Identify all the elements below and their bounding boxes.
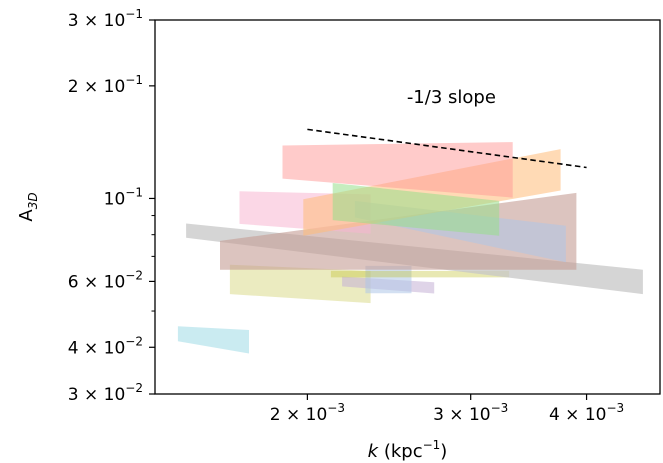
y-tick-mantissa: 6 × 10 <box>68 272 126 292</box>
y-axis-title: A3D <box>16 192 40 221</box>
y-tick-exponent: −2 <box>125 268 143 282</box>
plot-frame <box>154 19 661 395</box>
y-axis-subscript: 3D <box>26 192 40 209</box>
annotation-group: -1/3 slope <box>407 87 496 108</box>
y-tick-exponent: −1 <box>125 185 143 199</box>
x-tick-exponent: −3 <box>606 401 624 415</box>
y-tick-exponent: −1 <box>125 7 143 21</box>
x-tick-mantissa: 4 × 10 <box>549 405 607 425</box>
x-axis-unit-exponent: −1 <box>423 438 441 452</box>
y-tick-exponent: −1 <box>125 73 143 87</box>
data-band-5 <box>330 270 510 278</box>
slope-annotation: -1/3 slope <box>407 87 496 108</box>
y-tick-mantissa: 3 × 10 <box>68 11 126 31</box>
y-tick-label-4: 6 × 10−2 <box>68 268 143 292</box>
x-tick-mantissa: 3 × 10 <box>433 405 491 425</box>
y-tick-label-6: 3 × 10−2 <box>68 381 143 405</box>
data-band-12 <box>282 142 513 198</box>
data-band-2 <box>229 264 371 304</box>
y-tick-label-1: 3 × 10−1 <box>68 7 143 31</box>
x-axis-unit: (kpc <box>378 441 423 462</box>
y-tick-label-5: 4 × 10−2 <box>68 334 143 358</box>
x-tick-label-1: 2 × 10−3 <box>270 401 345 425</box>
x-tick-mantissa: 2 × 10 <box>270 405 328 425</box>
x-tick-exponent: −3 <box>327 401 345 415</box>
data-band-1 <box>177 326 249 354</box>
reference-slope-line <box>307 128 587 169</box>
y-tick-mantissa: 2 × 10 <box>68 77 126 97</box>
band-group <box>177 142 643 354</box>
x-tick-label-3: 4 × 10−3 <box>549 401 624 425</box>
axes-group: 3 × 10−12 × 10−110−16 × 10−24 × 10−23 × … <box>16 7 661 462</box>
data-band-11 <box>332 183 500 236</box>
x-axis-title: k (kpc−1) <box>368 438 448 462</box>
y-tick-exponent: −2 <box>125 334 143 348</box>
y-tick-mantissa: 10 <box>104 189 126 209</box>
data-band-4 <box>365 265 412 294</box>
y-axis-symbol: A <box>16 209 37 222</box>
x-axis-unit-close: ) <box>440 441 447 462</box>
y-tick-mantissa: 4 × 10 <box>68 338 126 358</box>
y-tick-label-2: 2 × 10−1 <box>68 73 143 97</box>
x-tick-exponent: −3 <box>491 401 509 415</box>
reference-line-group <box>307 128 587 169</box>
y-tick-exponent: −2 <box>125 381 143 395</box>
x-axis-symbol: k <box>368 441 380 462</box>
y-tick-label-3: 10−1 <box>104 185 143 209</box>
y-tick-mantissa: 3 × 10 <box>68 385 126 405</box>
x-tick-label-2: 3 × 10−3 <box>433 401 508 425</box>
